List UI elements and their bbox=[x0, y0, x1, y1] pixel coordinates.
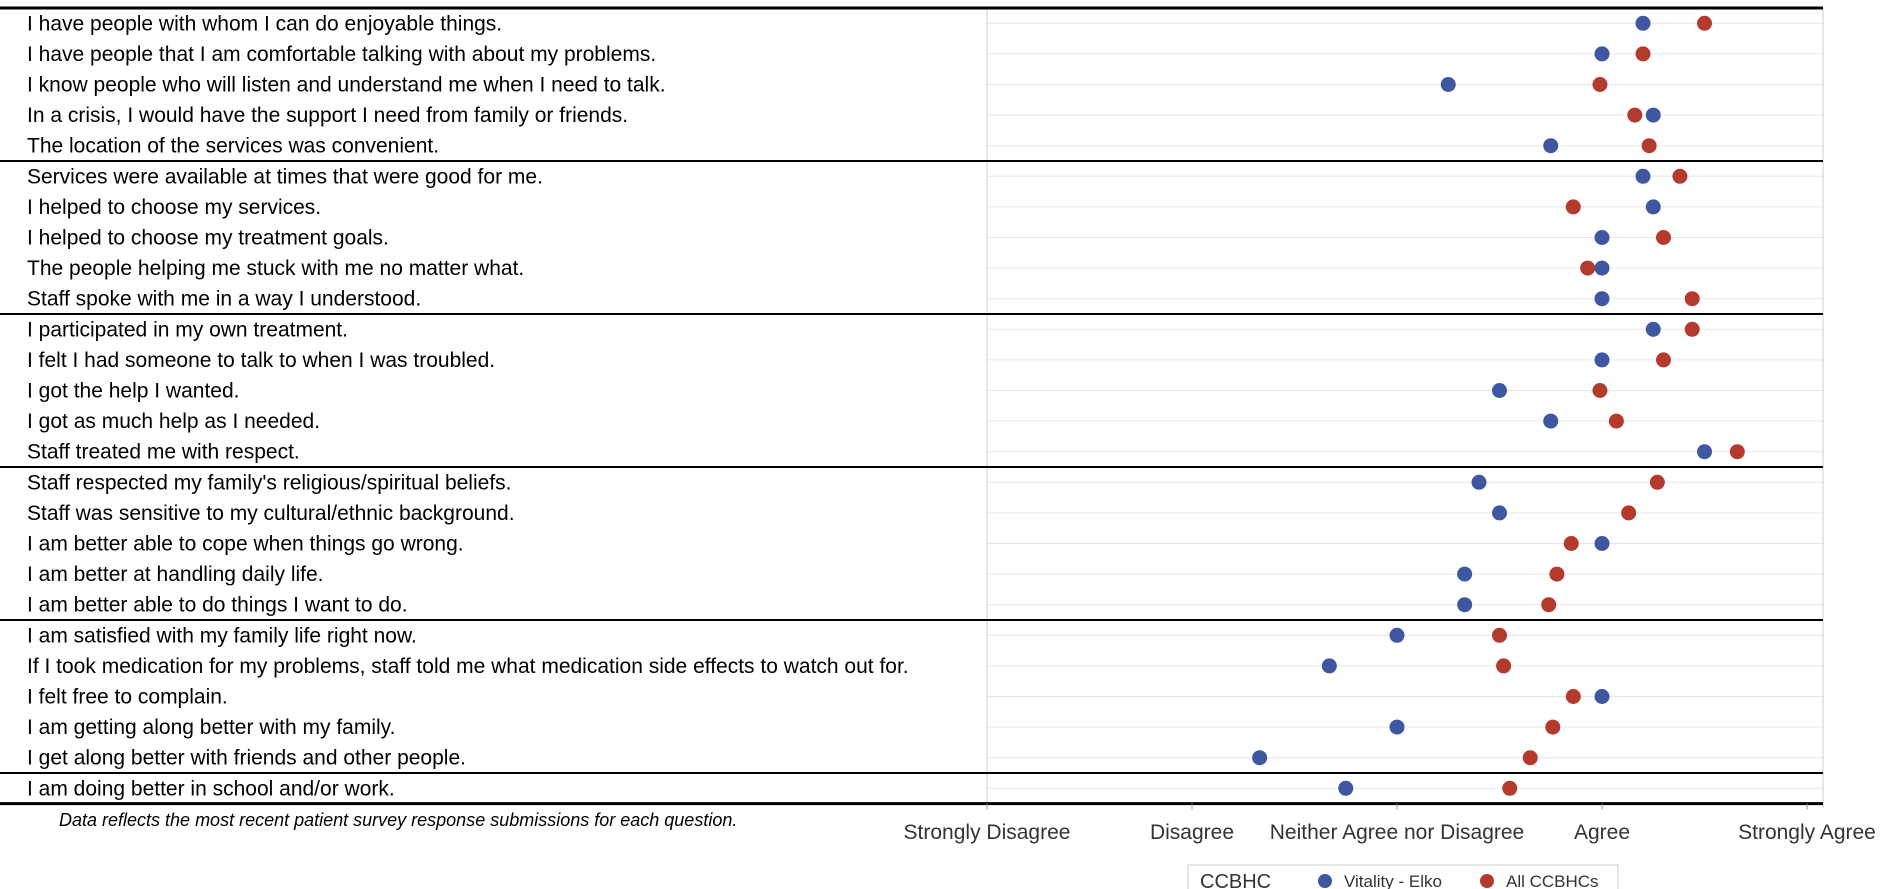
legend-marker-all-ccbhcs bbox=[1480, 874, 1494, 888]
x-axis-ticks: Strongly Disagree Disagree Neither Agree n… bbox=[904, 803, 1876, 844]
point-all-ccbhcs bbox=[1684, 321, 1700, 337]
point-all-ccbhcs bbox=[1697, 15, 1712, 31]
point-vitality-elko bbox=[1594, 536, 1610, 551]
question-label: I am satisfied with my family life right… bbox=[27, 624, 417, 647]
point-vitality-elko bbox=[1389, 627, 1405, 643]
point-all-ccbhcs bbox=[1592, 77, 1608, 92]
question-label: I helped to choose my services. bbox=[27, 196, 321, 219]
point-vitality-elko bbox=[1635, 15, 1651, 31]
point-vitality-elko bbox=[1645, 107, 1661, 123]
point-all-ccbhcs bbox=[1496, 658, 1512, 674]
point-all-ccbhcs bbox=[1608, 413, 1624, 429]
question-label: I am better able to do things I want to … bbox=[27, 594, 408, 617]
point-all-ccbhcs bbox=[1641, 138, 1657, 154]
point-vitality-elko bbox=[1697, 444, 1712, 460]
x-tick-label: Strongly Agree bbox=[1738, 821, 1876, 844]
footnote: Data reflects the most recent patient su… bbox=[59, 810, 737, 830]
group-separators bbox=[0, 6, 1823, 806]
x-tick-label: Agree bbox=[1574, 821, 1630, 844]
point-all-ccbhcs bbox=[1635, 46, 1651, 62]
point-all-ccbhcs bbox=[1545, 719, 1561, 735]
question-label: I helped to choose my treatment goals. bbox=[27, 227, 389, 250]
question-label: I have people with whom I can do enjoyab… bbox=[27, 12, 502, 35]
point-vitality-elko bbox=[1252, 750, 1268, 766]
point-all-ccbhcs bbox=[1522, 750, 1538, 766]
question-label: Services were available at times that we… bbox=[27, 165, 543, 188]
legend-label-vitality-elko: Vitality - Elko bbox=[1344, 872, 1442, 889]
point-all-ccbhcs bbox=[1649, 474, 1665, 490]
point-all-ccbhcs bbox=[1580, 260, 1596, 276]
question-label: Staff treated me with respect. bbox=[27, 441, 300, 464]
point-all-ccbhcs bbox=[1492, 627, 1507, 643]
axis-gridlines bbox=[986, 8, 1824, 808]
question-label: The location of the services was conveni… bbox=[27, 135, 439, 158]
point-vitality-elko bbox=[1594, 689, 1610, 704]
question-label: I felt free to complain. bbox=[27, 686, 228, 709]
legend: CCBHC Vitality - Elko All CCBHCs bbox=[1187, 864, 1619, 889]
x-tick-label: Strongly Disagree bbox=[904, 821, 1071, 844]
point-vitality-elko bbox=[1457, 566, 1473, 582]
question-label: I know people who will listen and unders… bbox=[27, 74, 666, 97]
point-all-ccbhcs bbox=[1672, 168, 1688, 184]
legend-label-all-ccbhcs: All CCBHCs bbox=[1506, 872, 1599, 889]
point-vitality-elko bbox=[1543, 138, 1559, 154]
question-label: I am doing better in school and/or work. bbox=[27, 777, 395, 800]
x-tick-label: Disagree bbox=[1150, 821, 1234, 844]
point-all-ccbhcs bbox=[1656, 352, 1671, 368]
question-label: I am better at handling daily life. bbox=[27, 563, 324, 586]
legend-marker-vitality-elko bbox=[1318, 874, 1332, 888]
point-vitality-elko bbox=[1492, 505, 1507, 521]
legend-box bbox=[1187, 864, 1619, 889]
point-all-ccbhcs bbox=[1627, 107, 1643, 123]
point-vitality-elko bbox=[1492, 383, 1507, 398]
question-label: In a crisis, I would have the support I … bbox=[27, 104, 628, 127]
point-all-ccbhcs bbox=[1565, 199, 1581, 215]
point-vitality-elko bbox=[1471, 474, 1487, 490]
point-all-ccbhcs bbox=[1565, 689, 1581, 704]
point-all-ccbhcs bbox=[1502, 780, 1518, 796]
point-vitality-elko bbox=[1321, 658, 1337, 674]
point-vitality-elko bbox=[1594, 230, 1610, 245]
point-all-ccbhcs bbox=[1684, 291, 1700, 307]
question-label: I have people that I am comfortable talk… bbox=[27, 43, 656, 66]
point-vitality-elko bbox=[1594, 352, 1610, 368]
point-all-ccbhcs bbox=[1541, 597, 1557, 613]
point-vitality-elko bbox=[1594, 291, 1610, 307]
legend-title: CCBHC bbox=[1200, 871, 1271, 889]
question-label: I get along better with friends and othe… bbox=[27, 747, 466, 770]
point-vitality-elko bbox=[1594, 46, 1610, 62]
question-label: I am better able to cope when things go … bbox=[27, 533, 464, 556]
point-vitality-elko bbox=[1645, 199, 1661, 215]
question-label: I am getting along better with my family… bbox=[27, 716, 395, 739]
question-label: I got as much help as I needed. bbox=[27, 410, 320, 433]
question-label: Staff spoke with me in a way I understoo… bbox=[27, 288, 421, 311]
question-label: If I took medication for my problems, st… bbox=[27, 655, 909, 678]
point-all-ccbhcs bbox=[1592, 383, 1608, 398]
question-label: I felt I had someone to talk to when I w… bbox=[27, 349, 495, 372]
question-label: Staff respected my family's religious/sp… bbox=[27, 471, 512, 494]
question-label: I participated in my own treatment. bbox=[27, 318, 348, 341]
point-vitality-elko bbox=[1338, 780, 1354, 796]
question-label: I got the help I wanted. bbox=[27, 380, 239, 403]
question-label: Staff was sensitive to my cultural/ethni… bbox=[27, 502, 515, 525]
question-labels: I have people with whom I can do enjoyab… bbox=[27, 12, 909, 800]
point-vitality-elko bbox=[1440, 77, 1456, 92]
point-all-ccbhcs bbox=[1656, 230, 1671, 245]
point-all-ccbhcs bbox=[1621, 505, 1637, 521]
point-vitality-elko bbox=[1457, 597, 1473, 613]
question-label: The people helping me stuck with me no m… bbox=[27, 257, 524, 280]
data-points bbox=[1252, 15, 1745, 796]
x-tick-label: Neither Agree nor Disagree bbox=[1270, 821, 1524, 844]
point-all-ccbhcs bbox=[1729, 444, 1745, 460]
row-gridlines bbox=[987, 22, 1823, 789]
point-vitality-elko bbox=[1389, 719, 1405, 735]
point-all-ccbhcs bbox=[1549, 566, 1565, 582]
point-vitality-elko bbox=[1594, 260, 1610, 276]
point-vitality-elko bbox=[1645, 321, 1661, 337]
point-vitality-elko bbox=[1543, 413, 1559, 429]
point-all-ccbhcs bbox=[1563, 536, 1579, 551]
point-vitality-elko bbox=[1635, 168, 1651, 184]
